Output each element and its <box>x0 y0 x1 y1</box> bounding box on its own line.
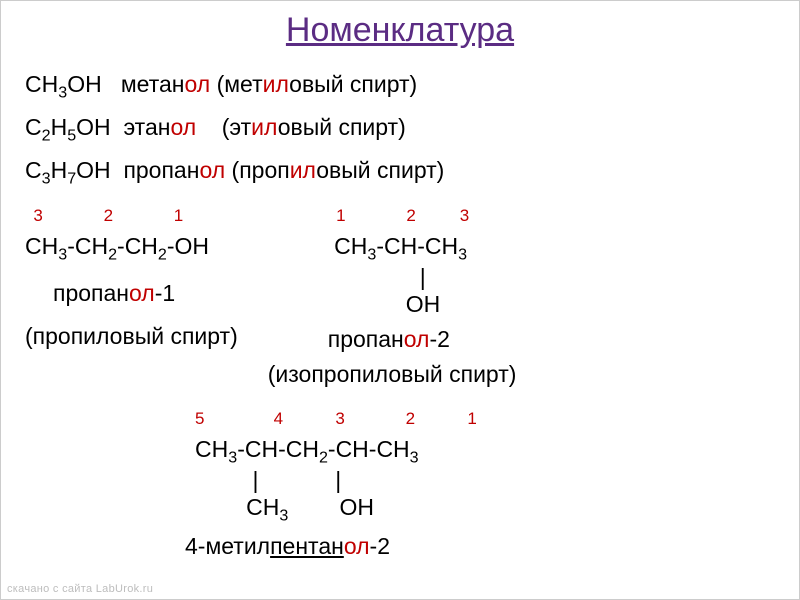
entry-propanol: C3H7OH пропанол (пропиловый спирт) <box>25 154 779 191</box>
branch-pipes: | | <box>195 470 779 491</box>
page-title: Номенклатура <box>1 1 799 68</box>
carbon-numbers: 1 2 3 <box>328 197 517 230</box>
name: метанол <box>121 71 210 97</box>
structural-formula: CH3-CH-CH3 <box>328 230 517 267</box>
methylpentanol-block: 5 4 3 2 1 CH3-CH-CH2-CH-CH3 | | CH3 OH 4… <box>195 400 779 563</box>
compound-name: пропанол-1 <box>25 277 238 310</box>
compound-name: пропанол-2 <box>328 323 517 356</box>
trivial-name: (изопропиловый спирт) <box>268 358 517 391</box>
content-area: CH3OH метанол (метиловый спирт) C2H5OH э… <box>1 68 799 563</box>
branch-pipe: | <box>328 267 517 288</box>
trivial-name: (пропиловый спирт) <box>25 320 238 353</box>
carbon-numbers: 3 2 1 <box>25 197 238 230</box>
entry-methanol: CH3OH метанол (метиловый спирт) <box>25 68 779 105</box>
watermark: скачано с сайта LabUrok.ru <box>7 583 153 595</box>
branch-substituents: CH3 OH <box>195 491 779 528</box>
entry-ethanol: C2H5OH этанол (этиловый спирт) <box>25 111 779 148</box>
propanol-2-block: 1 2 3 CH3-CH-CH3 | OH пропанол-2 (изопро… <box>328 197 517 392</box>
structural-formula: CH3-CH2-CH2-OH <box>25 230 238 267</box>
name: пропанол <box>123 157 225 183</box>
formula: C3H7OH <box>25 157 111 183</box>
formula: C2H5OH <box>25 114 111 140</box>
formula: CH3OH <box>25 71 102 97</box>
isomers-row: 3 2 1 CH3-CH2-CH2-OH пропанол-1 (пропило… <box>25 197 779 392</box>
structural-formula: CH3-CH-CH2-CH-CH3 <box>195 433 779 470</box>
propanol-1-block: 3 2 1 CH3-CH2-CH2-OH пропанол-1 (пропило… <box>25 197 238 392</box>
name: этанол <box>123 114 196 140</box>
compound-name: 4-метилпентанол-2 <box>185 530 779 563</box>
carbon-numbers: 5 4 3 2 1 <box>195 400 779 433</box>
branch-oh: OH <box>328 288 517 321</box>
